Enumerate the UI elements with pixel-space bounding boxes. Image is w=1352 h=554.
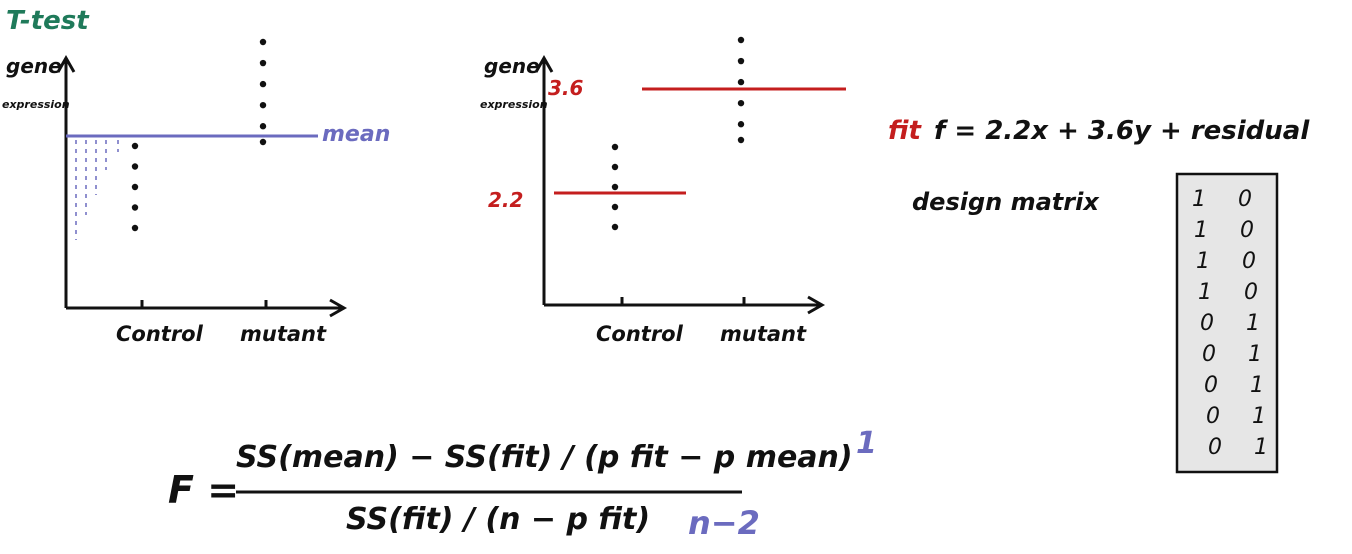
right-mutant-point-2	[737, 78, 745, 86]
right-mutant-fit-label: 3.6	[548, 76, 584, 100]
matrix-cell-3-0: 1	[1198, 280, 1212, 305]
matrix-cell-7-1: 1	[1252, 404, 1266, 429]
matrix-cell-4-1: 1	[1246, 311, 1260, 336]
right-mutant-point-0	[737, 36, 745, 44]
fit-equation: f = 2.2x + 3.6y + residual	[934, 116, 1310, 146]
matrix-cell-0-1: 0	[1238, 187, 1252, 212]
left-x-arrow	[329, 298, 348, 318]
left-mean-label: mean	[322, 122, 391, 147]
right-category-mutant: mutant	[720, 322, 807, 346]
right-y-label-top: gene	[484, 54, 540, 78]
page-title: T-test	[6, 6, 89, 36]
f-formula-denominator: SS(fit) / (n − p fit)	[346, 502, 651, 537]
matrix-cell-7-0: 0	[1206, 404, 1220, 429]
left-control-point-0	[131, 142, 139, 150]
matrix-cell-1-0: 1	[1194, 218, 1208, 243]
left-y-label-bottom: expression	[2, 98, 70, 111]
right-data-points	[611, 36, 745, 231]
left-control-point-3	[131, 204, 139, 211]
right-mutant-point-5	[737, 136, 745, 144]
design-matrix-box	[1175, 172, 1279, 474]
right-control-point-4	[611, 223, 619, 231]
matrix-cell-8-0: 0	[1208, 435, 1222, 460]
left-data-points	[131, 38, 267, 232]
right-control-point-0	[611, 143, 619, 151]
left-y-label-top: gene	[6, 54, 62, 78]
right-mutant-point-3	[737, 99, 745, 107]
left-mutant-point-4	[259, 123, 267, 130]
matrix-cell-3-1: 0	[1244, 280, 1258, 305]
right-category-control: Control	[596, 322, 683, 346]
matrix-cell-6-0: 0	[1204, 373, 1218, 398]
design-matrix-cells: 1 0 1 0 1 0 1 0 0 1 0 1 0 1 0 1 0 1	[1192, 187, 1268, 460]
matrix-cell-5-1: 1	[1248, 342, 1262, 367]
left-control-point-1	[131, 163, 139, 170]
right-control-point-3	[611, 203, 619, 211]
left-mutant-point-5	[259, 138, 267, 146]
left-control-point-2	[131, 183, 139, 191]
right-control-point-1	[611, 163, 619, 171]
design-matrix-label: design matrix	[912, 188, 1099, 216]
left-mutant-point-1	[259, 59, 267, 67]
right-mutant-point-4	[737, 121, 745, 128]
right-y-label-bottom: expression	[480, 98, 548, 111]
left-mutant-point-0	[259, 38, 267, 46]
left-control-point-4	[131, 224, 139, 232]
matrix-cell-6-1: 1	[1250, 373, 1264, 398]
right-y-arrow	[534, 54, 554, 73]
matrix-cell-4-0: 0	[1200, 311, 1214, 336]
f-formula-numerator-note: 1	[856, 426, 877, 461]
left-y-arrow	[56, 54, 76, 73]
right-control-point-2	[611, 183, 619, 191]
matrix-cell-2-0: 1	[1196, 249, 1210, 274]
matrix-cell-2-1: 0	[1242, 249, 1256, 274]
left-plot	[56, 38, 348, 318]
left-residual-dashes	[75, 140, 119, 240]
matrix-cell-0-0: 1	[1192, 187, 1206, 212]
left-category-control: Control	[116, 322, 203, 346]
matrix-cell-5-0: 0	[1202, 342, 1216, 367]
f-formula-numerator: SS(mean) − SS(fit) / (p fit − p mean)	[236, 440, 853, 475]
left-category-mutant: mutant	[240, 322, 327, 346]
right-plot	[534, 36, 846, 315]
fit-prefix: fit	[888, 116, 921, 146]
f-formula-denominator-note: n−2	[688, 504, 760, 542]
left-mutant-point-2	[259, 80, 267, 88]
f-formula-lhs: F =	[168, 468, 240, 512]
matrix-cell-8-1: 1	[1254, 435, 1268, 460]
right-mutant-point-1	[737, 57, 745, 65]
left-mutant-point-3	[259, 101, 267, 109]
right-x-arrow	[807, 295, 826, 315]
right-control-fit-label: 2.2	[488, 188, 524, 212]
matrix-cell-1-1: 0	[1240, 218, 1254, 243]
